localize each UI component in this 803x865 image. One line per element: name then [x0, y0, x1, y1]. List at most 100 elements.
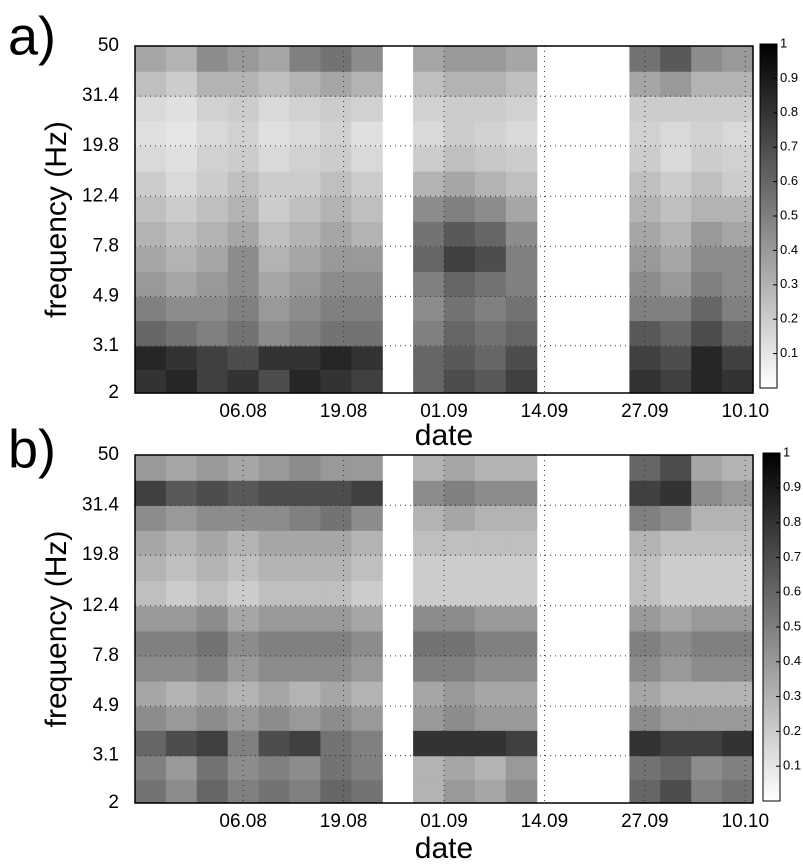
heatmap-cell — [289, 755, 321, 780]
heatmap-cell — [258, 246, 291, 272]
heatmap-cell — [444, 71, 476, 97]
heatmap-cell — [351, 480, 383, 506]
heatmap-cell — [258, 121, 291, 147]
heatmap-cell — [289, 505, 321, 531]
heatmap-cell — [691, 779, 723, 804]
heatmap-cell — [227, 196, 260, 222]
heatmap-cell — [505, 369, 538, 394]
heatmap-cell — [165, 730, 198, 757]
x-tick-label: 27.09 — [621, 401, 669, 422]
heatmap-cell — [505, 580, 538, 607]
heatmap-cell — [289, 455, 321, 481]
heatmap-cell — [320, 121, 352, 147]
heatmap-cell — [660, 71, 692, 97]
heatmap-cell — [196, 96, 229, 122]
heatmap-cell — [505, 555, 538, 582]
heatmap-cell — [165, 455, 198, 481]
heatmap-cell — [722, 171, 754, 197]
heatmap-cell — [196, 320, 229, 347]
heatmap-cell — [135, 369, 167, 394]
heatmap-cell — [351, 369, 383, 394]
heatmap-cell — [474, 730, 507, 757]
heatmap-cell — [413, 345, 445, 370]
heatmap-cell — [320, 196, 352, 222]
heatmap-cell — [165, 221, 198, 247]
heatmap-cell — [629, 246, 661, 272]
heatmap-cell — [722, 296, 754, 322]
heatmap-cell — [691, 46, 723, 72]
heatmap-cell — [227, 121, 260, 147]
heatmap-cell — [691, 555, 723, 582]
heatmap-cell — [722, 681, 754, 707]
heatmap-cell — [413, 221, 445, 247]
heatmap-cell — [227, 681, 260, 707]
heatmap-cell — [135, 221, 167, 247]
heatmap-cell — [320, 681, 352, 707]
heatmap-cell — [258, 505, 291, 531]
heatmap-cell — [413, 196, 445, 222]
colorbar-tick-label: 0.1 — [780, 345, 798, 360]
heatmap-cell — [505, 145, 538, 172]
heatmap-cell — [351, 779, 383, 804]
heatmap-cell — [320, 271, 352, 298]
heatmap-cell — [165, 196, 198, 222]
heatmap-cell — [629, 580, 661, 607]
heatmap-cell — [629, 221, 661, 247]
heatmap-cell — [629, 145, 661, 172]
heatmap-cell — [444, 171, 476, 197]
heatmap-cell — [722, 121, 754, 147]
heatmap-cell — [722, 706, 754, 731]
heatmap-cell — [505, 480, 538, 506]
heatmap-cell — [258, 681, 291, 707]
heatmap-cell — [227, 145, 260, 172]
heatmap-cell — [722, 730, 754, 757]
heatmap-cell — [135, 320, 167, 347]
heatmap-cell — [722, 46, 754, 72]
colorbar-tick-label: 0.2 — [780, 311, 798, 326]
heatmap-cell — [135, 96, 167, 122]
heatmap-cell — [722, 96, 754, 122]
heatmap-cell — [351, 605, 383, 632]
heatmap-cell — [474, 580, 507, 607]
heatmap-cell — [722, 145, 754, 172]
heatmap-cell — [258, 779, 291, 804]
heatmap-cell — [196, 681, 229, 707]
heatmap-cell — [691, 271, 723, 298]
heatmap-cell — [505, 171, 538, 197]
heatmap-cell — [505, 296, 538, 322]
x-tick-label: 10.10 — [722, 811, 770, 832]
heatmap-cell — [320, 246, 352, 272]
heatmap-cell — [289, 246, 321, 272]
heatmap-cell — [289, 480, 321, 506]
heatmap-cell — [413, 706, 445, 731]
heatmap-cell — [444, 706, 476, 731]
heatmap-cell — [289, 555, 321, 582]
y-tick-label: 50 — [98, 444, 119, 465]
heatmap-cell — [722, 455, 754, 481]
heatmap-cell — [351, 655, 383, 682]
heatmap-cell — [165, 71, 198, 97]
heatmap-cell — [444, 755, 476, 780]
heatmap-cell — [660, 455, 692, 481]
heatmap-cell — [165, 171, 198, 197]
heatmap-cell — [196, 221, 229, 247]
heatmap-cell — [165, 505, 198, 531]
heatmap-cell — [722, 605, 754, 632]
heatmap-cell — [505, 71, 538, 97]
colorbar-tick-label: 0.2 — [783, 723, 801, 738]
heatmap-cell — [227, 505, 260, 531]
heatmap-cell — [289, 345, 321, 370]
colorbar-tick-label: 0.9 — [780, 70, 798, 85]
colorbar-tick-label: 0.9 — [783, 479, 801, 494]
heatmap-cell — [413, 730, 445, 757]
heatmap-cell — [505, 706, 538, 731]
heatmap-cell — [351, 196, 383, 222]
heatmap-cell — [474, 196, 507, 222]
heatmap-cell — [505, 655, 538, 682]
y-tick-label: 3.1 — [93, 745, 119, 766]
heatmap-cell — [289, 271, 321, 298]
heatmap-cell — [165, 555, 198, 582]
heatmap-cell — [660, 530, 692, 556]
heatmap-cell — [135, 555, 167, 582]
heatmap-cell — [258, 221, 291, 247]
